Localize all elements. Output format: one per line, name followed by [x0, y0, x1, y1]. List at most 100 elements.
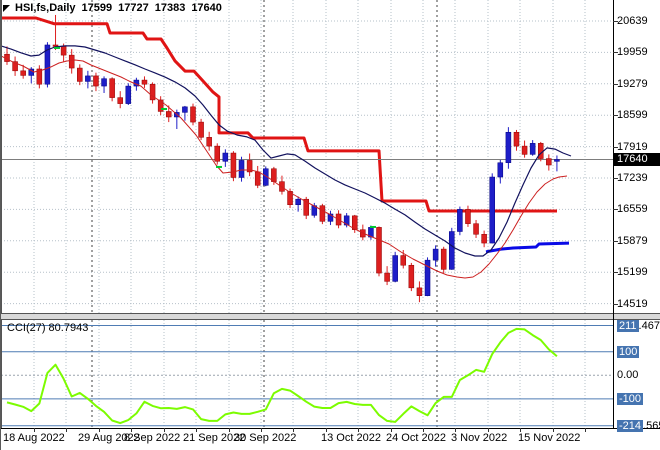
price-axis-label: 17919	[617, 140, 648, 153]
ohlc-low: 17383	[154, 2, 186, 14]
chart-title: HSI,fs,Daily 17599 17727 17383 17640	[15, 2, 228, 14]
axis-tick	[229, 428, 230, 432]
candle	[198, 121, 204, 138]
axis-tick	[613, 303, 618, 305]
candle	[238, 160, 245, 178]
axis-tick	[613, 146, 618, 148]
candle	[206, 137, 212, 147]
cci-indicator-label: CCI(27) 80.7943	[7, 322, 89, 334]
date-axis-label: 21 Sep 2022	[183, 432, 246, 444]
candle	[77, 67, 83, 82]
axis-tick	[358, 428, 359, 432]
candle	[20, 70, 26, 76]
axis-tick	[261, 428, 262, 432]
candle	[190, 106, 196, 123]
price-axis-label: 15199	[617, 266, 648, 279]
candle	[554, 159, 560, 162]
candle	[68, 54, 75, 69]
price-axis-label: 16559	[617, 203, 648, 216]
candle	[392, 255, 398, 282]
date-axis-label: 30 Sep 2022	[234, 432, 297, 444]
current-price-tag: 17640	[614, 152, 660, 166]
cci-axis-label: -214.565	[617, 419, 660, 432]
date-axis-border	[1, 428, 660, 429]
axis-tick	[553, 428, 554, 432]
price-axis-label: 19959	[617, 46, 648, 59]
axis-tick	[131, 428, 132, 432]
price-axis-label: 14519	[617, 297, 648, 310]
candle	[85, 75, 91, 82]
axis-tick	[613, 21, 618, 22]
candle	[165, 111, 172, 118]
cci-axis-label: 0.00	[617, 369, 639, 382]
date-axis-label: 3 Nov 2022	[451, 432, 508, 444]
candle	[254, 171, 261, 186]
axis-tick	[164, 428, 165, 432]
candle	[408, 264, 415, 289]
candle	[343, 215, 350, 226]
axis-tick	[391, 428, 392, 432]
candle	[230, 152, 237, 178]
candle	[125, 85, 132, 104]
axis-tick	[455, 428, 456, 432]
candle	[424, 259, 431, 296]
candle	[440, 248, 447, 270]
candlestick-chart[interactable]	[1, 0, 613, 313]
candle	[465, 209, 471, 224]
candle	[376, 227, 382, 274]
date-axis-label: 29 Aug 2022	[78, 432, 140, 444]
candle	[529, 143, 536, 155]
price-axis-label: 20639	[617, 15, 648, 27]
axis-tick	[196, 428, 197, 432]
candle	[12, 61, 18, 72]
price-axis-border	[613, 0, 614, 428]
axis-tick	[613, 272, 618, 274]
candle	[149, 83, 156, 101]
candle	[505, 131, 512, 163]
candle	[109, 78, 115, 98]
candle	[60, 46, 67, 56]
candle	[351, 215, 358, 230]
date-axis-label: 18 Aug 2022	[3, 432, 65, 444]
axis-tick	[613, 178, 618, 179]
candle	[384, 272, 390, 282]
axis-tick	[99, 428, 100, 432]
axis-tick	[520, 428, 521, 432]
axis-tick	[326, 428, 327, 432]
ohlc-open: 17599	[81, 2, 113, 14]
axis-tick	[613, 52, 618, 54]
candle	[473, 223, 479, 235]
candle	[287, 191, 293, 205]
ohlc-high: 17727	[118, 2, 149, 14]
candle	[546, 158, 552, 166]
price-axis-label: 17239	[617, 172, 648, 184]
cci-axis-label: -100	[617, 392, 644, 405]
candle	[481, 234, 487, 244]
axis-tick	[585, 428, 586, 432]
candle	[93, 75, 99, 87]
date-axis-label: 13 Oct 2022	[321, 432, 381, 444]
candle	[432, 248, 439, 261]
axis-tick	[613, 83, 618, 85]
candle	[449, 231, 455, 270]
candle	[521, 145, 528, 155]
date-axis-label: 24 Oct 2022	[386, 432, 446, 444]
axis-tick	[423, 428, 424, 432]
cci-axis-label: 100	[617, 345, 640, 358]
axis-tick	[613, 209, 618, 211]
cci-chart[interactable]	[1, 320, 613, 428]
candle	[44, 44, 51, 85]
chart-corner-arrow-icon	[3, 5, 10, 12]
candle	[117, 97, 123, 104]
candle	[295, 198, 301, 205]
panel-splitter[interactable]	[1, 313, 660, 320]
axis-tick	[613, 240, 618, 242]
candle	[36, 68, 43, 85]
date-axis-label: 8 Sep 2022	[124, 432, 181, 444]
axis-tick	[293, 428, 294, 432]
axis-tick	[66, 428, 67, 432]
axis-tick	[34, 428, 35, 432]
axis-tick	[613, 115, 618, 117]
candle	[303, 198, 309, 216]
